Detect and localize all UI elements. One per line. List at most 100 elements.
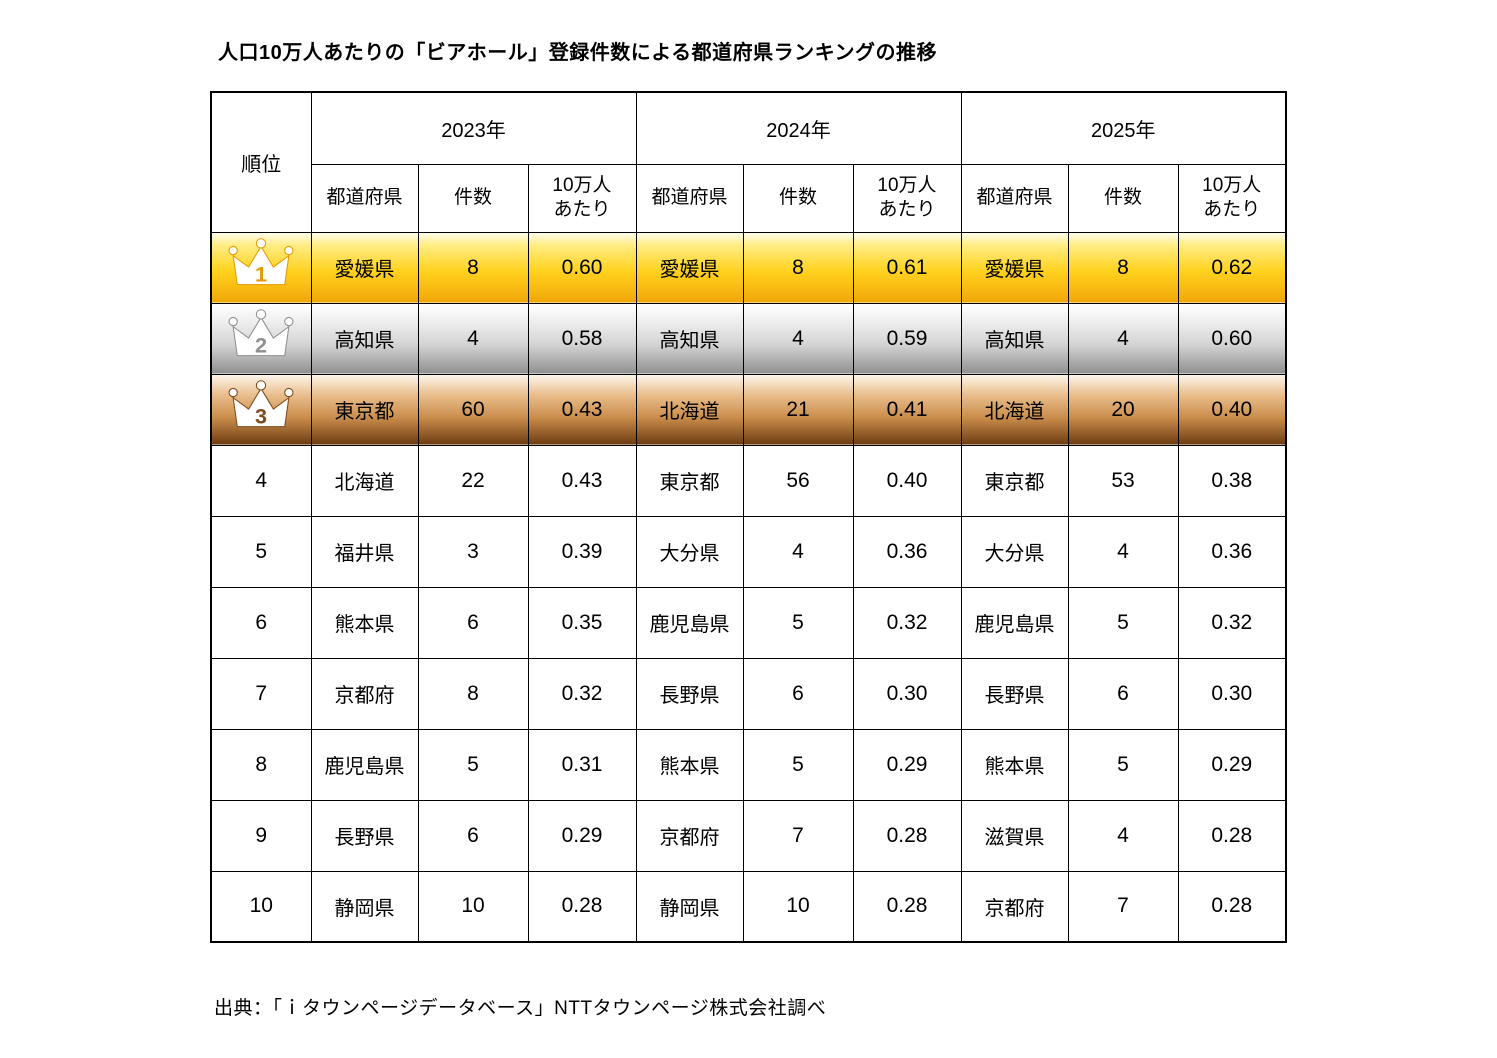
- per100k-cell: 0.32: [852, 586, 962, 659]
- per100k-cell: 0.35: [527, 586, 637, 659]
- subheader-per100k-2024年: 10万人 あたり: [852, 163, 962, 233]
- pref-cell: 長野県: [960, 657, 1069, 730]
- count-cell: 8: [742, 231, 854, 304]
- pref-cell: 福井県: [310, 515, 419, 588]
- rank-crown-3: 3: [210, 373, 312, 446]
- ranking-table: 順位 2023年 2024年 2025年 都道府県 件数 10万人 あたり 都道府県件…: [210, 91, 1287, 943]
- svg-text:3: 3: [255, 403, 267, 428]
- table-body: 1 愛媛県 8 0.60 愛媛県 8 0.61 愛媛県 8 0.62 2 高知県 4 0.58 高知県 4 0.…: [210, 231, 1287, 943]
- per100k-cell: 0.28: [852, 870, 962, 943]
- pref-cell: 北海道: [960, 373, 1069, 446]
- per100k-cell: 0.29: [527, 799, 637, 872]
- count-cell: 7: [742, 799, 854, 872]
- rank-cell: 9: [210, 799, 312, 872]
- per100k-cell: 0.41: [852, 373, 962, 446]
- per100k-cell: 0.40: [1177, 373, 1287, 446]
- rank-cell: 6: [210, 586, 312, 659]
- pref-cell: 鹿児島県: [960, 586, 1069, 659]
- pref-cell: 京都府: [635, 799, 744, 872]
- pref-cell: 愛媛県: [960, 231, 1069, 304]
- per100k-cell: 0.36: [1177, 515, 1287, 588]
- count-cell: 21: [742, 373, 854, 446]
- subheader-pref-2023年: 都道府県: [310, 163, 419, 233]
- pref-cell: 熊本県: [635, 728, 744, 801]
- source-note: 出典：「ｉタウンページデータベース」NTTタウンページ株式会社調べ: [214, 998, 827, 1019]
- count-cell: 4: [1067, 302, 1179, 375]
- pref-cell: 鹿児島県: [310, 728, 419, 801]
- count-cell: 6: [742, 657, 854, 730]
- table-row: 4 北海道 22 0.43 東京都 56 0.40 東京都 53 0.38: [210, 444, 1287, 517]
- count-cell: 5: [742, 586, 854, 659]
- pref-cell: 大分県: [635, 515, 744, 588]
- per100k-cell: 0.32: [527, 657, 637, 730]
- per100k-cell: 0.28: [852, 799, 962, 872]
- crown-silver-icon: 2: [228, 308, 294, 364]
- per100k-cell: 0.38: [1177, 444, 1287, 517]
- subheader-count-2024年: 件数: [742, 163, 854, 233]
- count-cell: 8: [1067, 231, 1179, 304]
- subheader-pref-2024年: 都道府県: [635, 163, 744, 233]
- svg-text:1: 1: [255, 261, 267, 286]
- subheader-per100k-2023年: 10万人 あたり: [527, 163, 637, 233]
- table-row: 2 高知県 4 0.58 高知県 4 0.59 高知県 4 0.60: [210, 302, 1287, 375]
- table-row: 7 京都府 8 0.32 長野県 6 0.30 長野県 6 0.30: [210, 657, 1287, 730]
- per100k-cell: 0.39: [527, 515, 637, 588]
- count-cell: 5: [742, 728, 854, 801]
- per100k-cell: 0.30: [1177, 657, 1287, 730]
- pref-cell: 京都府: [310, 657, 419, 730]
- table-row: 6 熊本県 6 0.35 鹿児島県 5 0.32 鹿児島県 5 0.32: [210, 586, 1287, 659]
- count-cell: 8: [417, 231, 529, 304]
- count-cell: 7: [1067, 870, 1179, 943]
- rank-cell: 7: [210, 657, 312, 730]
- page: 人口10万人あたりの「ビアホール」登録件数による都道府県ランキングの推移 順位 …: [210, 42, 1287, 1019]
- pref-cell: 愛媛県: [635, 231, 744, 304]
- per100k-cell: 0.29: [852, 728, 962, 801]
- pref-cell: 京都府: [960, 870, 1069, 943]
- count-cell: 22: [417, 444, 529, 517]
- count-cell: 6: [417, 799, 529, 872]
- rank-cell: 10: [210, 870, 312, 943]
- pref-cell: 東京都: [310, 373, 419, 446]
- count-cell: 4: [1067, 515, 1179, 588]
- pref-cell: 高知県: [310, 302, 419, 375]
- count-cell: 5: [1067, 728, 1179, 801]
- count-cell: 4: [1067, 799, 1179, 872]
- count-cell: 3: [417, 515, 529, 588]
- rank-column-header: 順位: [210, 91, 312, 233]
- per100k-cell: 0.28: [1177, 870, 1287, 943]
- per100k-cell: 0.43: [527, 373, 637, 446]
- pref-cell: 静岡県: [310, 870, 419, 943]
- per100k-cell: 0.31: [527, 728, 637, 801]
- per100k-cell: 0.29: [1177, 728, 1287, 801]
- count-cell: 5: [417, 728, 529, 801]
- count-cell: 4: [742, 302, 854, 375]
- pref-cell: 東京都: [635, 444, 744, 517]
- year-header-2025: 2025年: [960, 91, 1287, 165]
- table-row: 8 鹿児島県 5 0.31 熊本県 5 0.29 熊本県 5 0.29: [210, 728, 1287, 801]
- pref-cell: 北海道: [310, 444, 419, 517]
- count-cell: 10: [417, 870, 529, 943]
- count-cell: 20: [1067, 373, 1179, 446]
- count-cell: 6: [417, 586, 529, 659]
- pref-cell: 熊本県: [960, 728, 1069, 801]
- count-cell: 8: [417, 657, 529, 730]
- per100k-cell: 0.59: [852, 302, 962, 375]
- count-cell: 10: [742, 870, 854, 943]
- table-row: 10 静岡県 10 0.28 静岡県 10 0.28 京都府 7 0.28: [210, 870, 1287, 943]
- per100k-cell: 0.28: [1177, 799, 1287, 872]
- table-row: 1 愛媛県 8 0.60 愛媛県 8 0.61 愛媛県 8 0.62: [210, 231, 1287, 304]
- per100k-cell: 0.36: [852, 515, 962, 588]
- pref-cell: 長野県: [310, 799, 419, 872]
- svg-text:2: 2: [255, 332, 267, 357]
- crown-gold-icon: 1: [228, 237, 294, 293]
- per100k-cell: 0.61: [852, 231, 962, 304]
- subheader-count-2023年: 件数: [417, 163, 529, 233]
- table-row: 5 福井県 3 0.39 大分県 4 0.36 大分県 4 0.36: [210, 515, 1287, 588]
- pref-cell: 愛媛県: [310, 231, 419, 304]
- per100k-cell: 0.60: [527, 231, 637, 304]
- count-cell: 56: [742, 444, 854, 517]
- year-header-2023: 2023年: [310, 91, 637, 165]
- pref-cell: 高知県: [960, 302, 1069, 375]
- per100k-cell: 0.62: [1177, 231, 1287, 304]
- pref-cell: 熊本県: [310, 586, 419, 659]
